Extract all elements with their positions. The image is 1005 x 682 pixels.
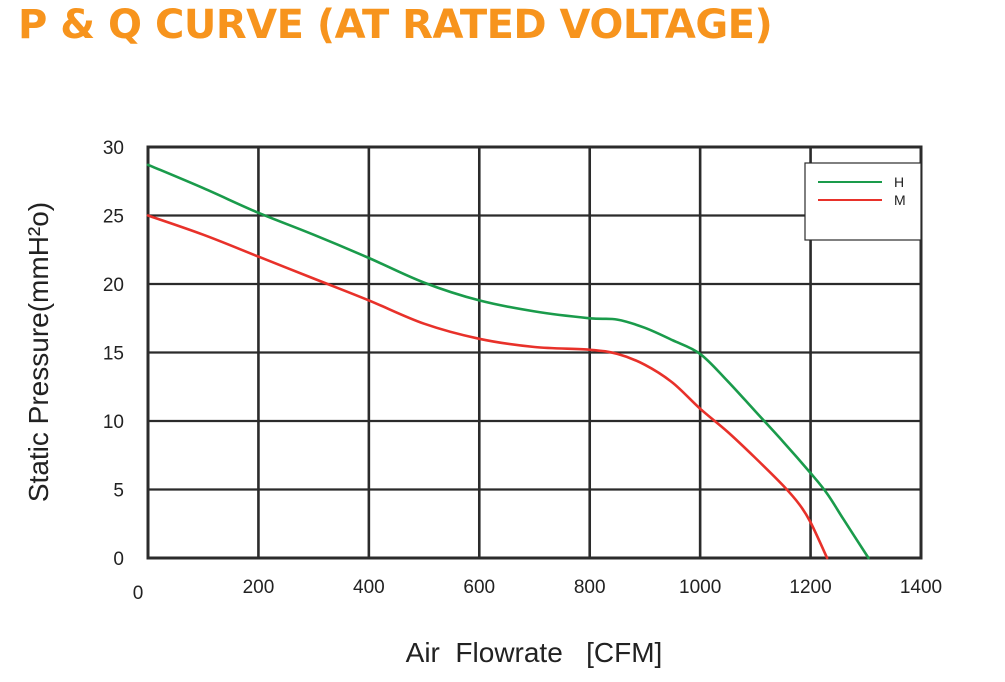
x-axis-label: Air Flowrate [CFM] bbox=[406, 637, 663, 668]
x-tick-label: 1000 bbox=[679, 577, 721, 598]
legend-label-m: M bbox=[894, 192, 906, 208]
legend-label-h: H bbox=[894, 174, 904, 190]
x-tick-label: 400 bbox=[353, 577, 385, 598]
y-tick-labels: 0 5 10 15 20 25 30 bbox=[103, 138, 124, 570]
y-tick-label: 10 bbox=[103, 412, 124, 433]
chart-series bbox=[146, 163, 870, 560]
x-tick-labels: 0 200 400 600 800 1000 1200 1400 bbox=[133, 577, 942, 604]
y-tick-label: 5 bbox=[113, 481, 124, 502]
chart-grid bbox=[146, 145, 923, 560]
series-line-m bbox=[146, 214, 829, 560]
x-tick-label: 0 bbox=[133, 583, 144, 604]
y-tick-label: 15 bbox=[103, 344, 124, 365]
y-tick-label: 0 bbox=[113, 549, 124, 570]
plot-frame bbox=[146, 145, 923, 560]
x-tick-label: 1200 bbox=[789, 577, 831, 598]
page-title: P & Q CURVE (AT RATED VOLTAGE) bbox=[18, 2, 773, 48]
y-tick-label: 30 bbox=[103, 138, 124, 159]
chart-legend: HM bbox=[804, 162, 922, 241]
x-tick-label: 600 bbox=[463, 577, 495, 598]
y-axis-label: Static Pressure(mmH²o) bbox=[23, 202, 54, 502]
y-tick-label: 25 bbox=[103, 207, 124, 228]
y-tick-label: 20 bbox=[103, 275, 124, 296]
x-tick-label: 1400 bbox=[900, 577, 942, 598]
legend-box bbox=[804, 162, 922, 241]
series-line-h bbox=[146, 163, 870, 560]
x-tick-label: 800 bbox=[574, 577, 606, 598]
x-tick-label: 200 bbox=[243, 577, 275, 598]
